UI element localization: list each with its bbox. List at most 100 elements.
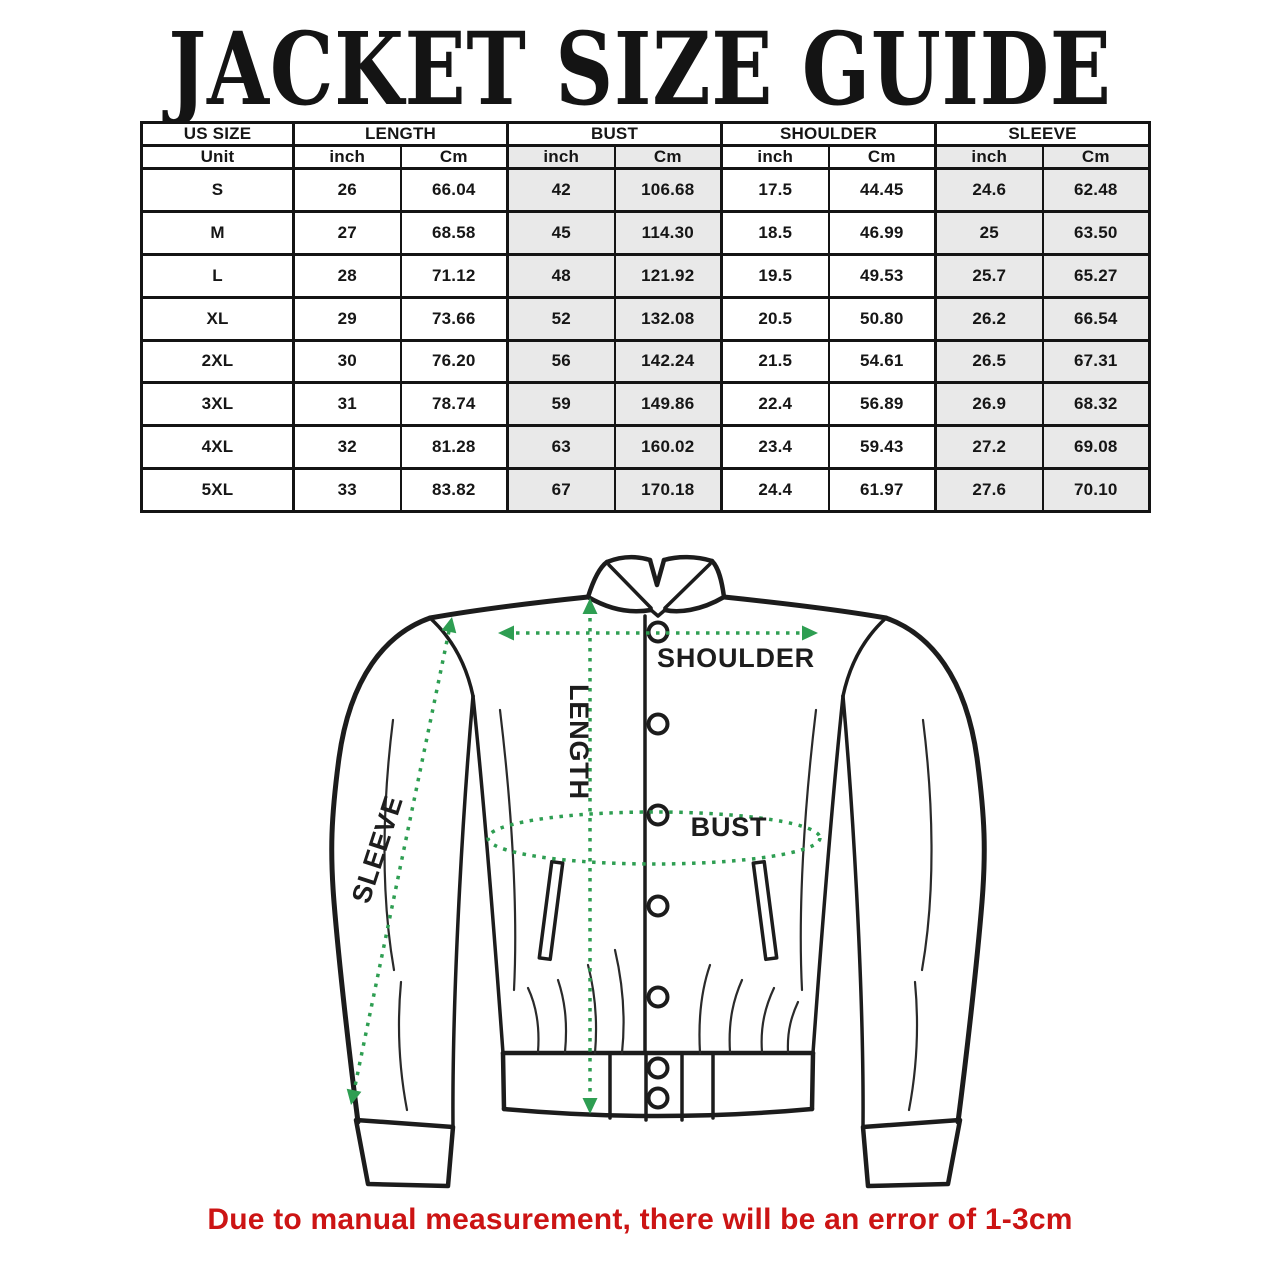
table-cell: 62.48 bbox=[1041, 167, 1152, 213]
table-cell: 26 bbox=[292, 167, 402, 213]
measurement-arrowheads bbox=[346, 598, 818, 1114]
table-cell: 63.50 bbox=[1041, 209, 1152, 256]
table-cell: 76.20 bbox=[399, 338, 509, 385]
jacket-creases bbox=[383, 708, 933, 1112]
table-cell: 21.5 bbox=[720, 338, 830, 385]
table-cell: 29 bbox=[292, 295, 402, 342]
table-cell: 70.10 bbox=[1041, 467, 1152, 513]
jacket-pockets bbox=[537, 859, 779, 962]
table-cell: 54.61 bbox=[827, 338, 937, 385]
size-cell: 5XL bbox=[140, 467, 295, 513]
size-cell: L bbox=[140, 252, 295, 299]
table-cell: 33 bbox=[292, 467, 402, 513]
size-cell: 3XL bbox=[140, 381, 295, 428]
unit-cell: Cm bbox=[399, 144, 509, 170]
table-row: 2XL 30 76.20 56 142.24 21.5 54.61 26.5 6… bbox=[140, 338, 1152, 385]
table-cell: 67 bbox=[506, 467, 616, 513]
table-cell: 66.54 bbox=[1041, 295, 1152, 342]
table-cell: 78.74 bbox=[399, 381, 509, 428]
table-cell: 45 bbox=[506, 209, 616, 256]
table-cell: 149.86 bbox=[613, 381, 723, 428]
table-cell: 56 bbox=[506, 338, 616, 385]
bust-label: BUST bbox=[691, 812, 768, 842]
table-cell: 69.08 bbox=[1041, 424, 1152, 471]
table-row: 5XL 33 83.82 67 170.18 24.4 61.97 27.6 7… bbox=[140, 467, 1152, 513]
table-cell: 26.5 bbox=[934, 338, 1044, 385]
table-cell: 83.82 bbox=[399, 467, 509, 513]
unit-cell: inch bbox=[292, 144, 402, 170]
table-cell: 26.9 bbox=[934, 381, 1044, 428]
table-cell: 44.45 bbox=[827, 167, 937, 213]
size-cell: XL bbox=[140, 295, 295, 342]
table-cell: 24.4 bbox=[720, 467, 830, 513]
table-cell: 42 bbox=[506, 167, 616, 213]
column-header-length: LENGTH bbox=[292, 121, 509, 147]
table-cell: 68.58 bbox=[399, 209, 509, 256]
table-cell: 81.28 bbox=[399, 424, 509, 471]
arrowhead-sleeve-bottom bbox=[346, 1088, 362, 1105]
arrowhead-right bbox=[802, 625, 818, 641]
page-title: JACKET SIZE GUIDE bbox=[168, 10, 1112, 128]
sleeve-measure-line bbox=[352, 630, 451, 1092]
jacket-outline bbox=[329, 554, 987, 1189]
table-cell: 30 bbox=[292, 338, 402, 385]
table-cell: 61.97 bbox=[827, 467, 937, 513]
column-header-us-size: US SIZE bbox=[140, 121, 295, 147]
unit-cell: inch bbox=[934, 144, 1044, 170]
unit-cell: Cm bbox=[613, 144, 723, 170]
arrowhead-down bbox=[582, 1098, 598, 1114]
unit-cell: inch bbox=[506, 144, 616, 170]
table-cell: 73.66 bbox=[399, 295, 509, 342]
table-unit-row: Unit inch Cm inch Cm inch Cm inch Cm bbox=[140, 144, 1152, 170]
table-cell: 160.02 bbox=[613, 424, 723, 471]
table-cell: 22.4 bbox=[720, 381, 830, 428]
table-cell: 27.2 bbox=[934, 424, 1044, 471]
table-cell: 121.92 bbox=[613, 252, 723, 299]
table-row: S 26 66.04 42 106.68 17.5 44.45 24.6 62.… bbox=[140, 167, 1152, 213]
sleeve-label: SLEEVE bbox=[346, 792, 409, 907]
table-cell: 27.6 bbox=[934, 467, 1044, 513]
table-cell: 114.30 bbox=[613, 209, 723, 256]
table-row: 3XL 31 78.74 59 149.86 22.4 56.89 26.9 6… bbox=[140, 381, 1152, 428]
unit-cell: Cm bbox=[1041, 144, 1152, 170]
arrowhead-left bbox=[498, 625, 514, 641]
table-cell: 67.31 bbox=[1041, 338, 1152, 385]
table-cell: 18.5 bbox=[720, 209, 830, 256]
column-header-bust: BUST bbox=[505, 121, 723, 147]
size-cell: 4XL bbox=[140, 424, 295, 471]
table-cell: 17.5 bbox=[720, 167, 830, 213]
table-cell: 71.12 bbox=[399, 252, 509, 299]
arrowhead-sleeve-top bbox=[441, 617, 457, 634]
table-cell: 170.18 bbox=[613, 467, 723, 513]
shoulder-label: SHOULDER bbox=[657, 643, 815, 673]
column-header-sleeve: SLEEVE bbox=[934, 121, 1152, 147]
unit-cell: Cm bbox=[827, 144, 937, 170]
table-cell: 25.7 bbox=[934, 252, 1044, 299]
table-cell: 106.68 bbox=[613, 167, 723, 213]
table-cell: 49.53 bbox=[827, 252, 937, 299]
table-row: M 27 68.58 45 114.30 18.5 46.99 25 63.50 bbox=[140, 209, 1152, 256]
table-cell: 31 bbox=[292, 381, 402, 428]
table-cell: 27 bbox=[292, 209, 402, 256]
jacket-diagram: SHOULDER BUST LENGTH SLEEVE bbox=[300, 520, 1000, 1200]
table-cell: 52 bbox=[506, 295, 616, 342]
size-cell: 2XL bbox=[140, 338, 295, 385]
table-cell: 66.04 bbox=[399, 167, 509, 213]
table-cell: 63 bbox=[506, 424, 616, 471]
measurement-note: Due to manual measurement, there will be… bbox=[207, 1203, 1073, 1236]
size-table: US SIZE LENGTH BUST SHOULDER SLEEVE Unit… bbox=[140, 121, 1152, 513]
bust-measure-ellipse bbox=[486, 810, 822, 866]
table-cell: 24.6 bbox=[934, 167, 1044, 213]
table-row: XL 29 73.66 52 132.08 20.5 50.80 26.2 66… bbox=[140, 295, 1152, 342]
arrowhead-up bbox=[582, 598, 598, 614]
table-row: 4XL 32 81.28 63 160.02 23.4 59.43 27.2 6… bbox=[140, 424, 1152, 471]
unit-cell: inch bbox=[720, 144, 830, 170]
table-cell: 26.2 bbox=[934, 295, 1044, 342]
table-group-header-row: US SIZE LENGTH BUST SHOULDER SLEEVE bbox=[140, 121, 1152, 147]
column-header-shoulder: SHOULDER bbox=[720, 121, 937, 147]
table-cell: 142.24 bbox=[613, 338, 723, 385]
measurement-lines bbox=[352, 608, 822, 1104]
length-label: LENGTH bbox=[564, 684, 594, 800]
table-cell: 50.80 bbox=[827, 295, 937, 342]
